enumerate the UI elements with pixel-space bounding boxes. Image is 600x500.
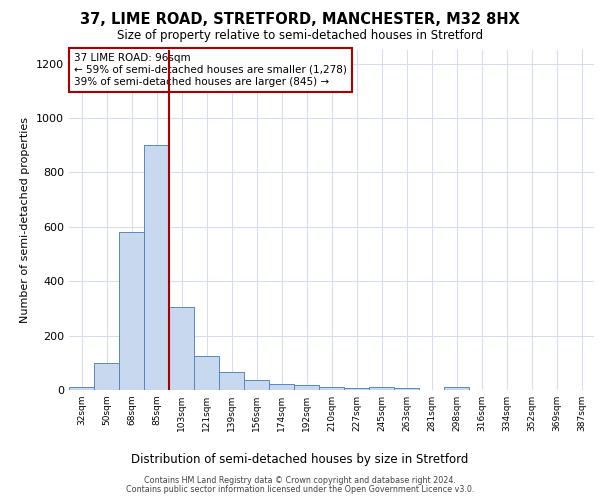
Text: Distribution of semi-detached houses by size in Stretford: Distribution of semi-detached houses by … — [131, 453, 469, 466]
Bar — [94, 363, 119, 390]
Bar — [219, 372, 244, 390]
Y-axis label: Number of semi-detached properties: Number of semi-detached properties — [20, 117, 31, 323]
Text: 37 LIME ROAD: 96sqm
← 59% of semi-detached houses are smaller (1,278)
39% of sem: 37 LIME ROAD: 96sqm ← 59% of semi-detach… — [74, 54, 347, 86]
Bar — [294, 385, 319, 390]
Text: Size of property relative to semi-detached houses in Stretford: Size of property relative to semi-detach… — [117, 29, 483, 42]
Bar — [194, 356, 219, 390]
Bar — [144, 145, 169, 390]
Text: Contains public sector information licensed under the Open Government Licence v3: Contains public sector information licen… — [126, 484, 474, 494]
Text: Contains HM Land Registry data © Crown copyright and database right 2024.: Contains HM Land Registry data © Crown c… — [144, 476, 456, 485]
Bar — [344, 388, 369, 390]
Text: 37, LIME ROAD, STRETFORD, MANCHESTER, M32 8HX: 37, LIME ROAD, STRETFORD, MANCHESTER, M3… — [80, 12, 520, 28]
Bar — [394, 388, 419, 390]
Bar — [69, 388, 94, 390]
Bar — [369, 388, 394, 390]
Bar — [269, 384, 294, 390]
Bar — [169, 307, 194, 390]
Bar — [244, 380, 269, 390]
Bar — [444, 386, 469, 390]
Bar — [119, 232, 144, 390]
Bar — [319, 388, 344, 390]
